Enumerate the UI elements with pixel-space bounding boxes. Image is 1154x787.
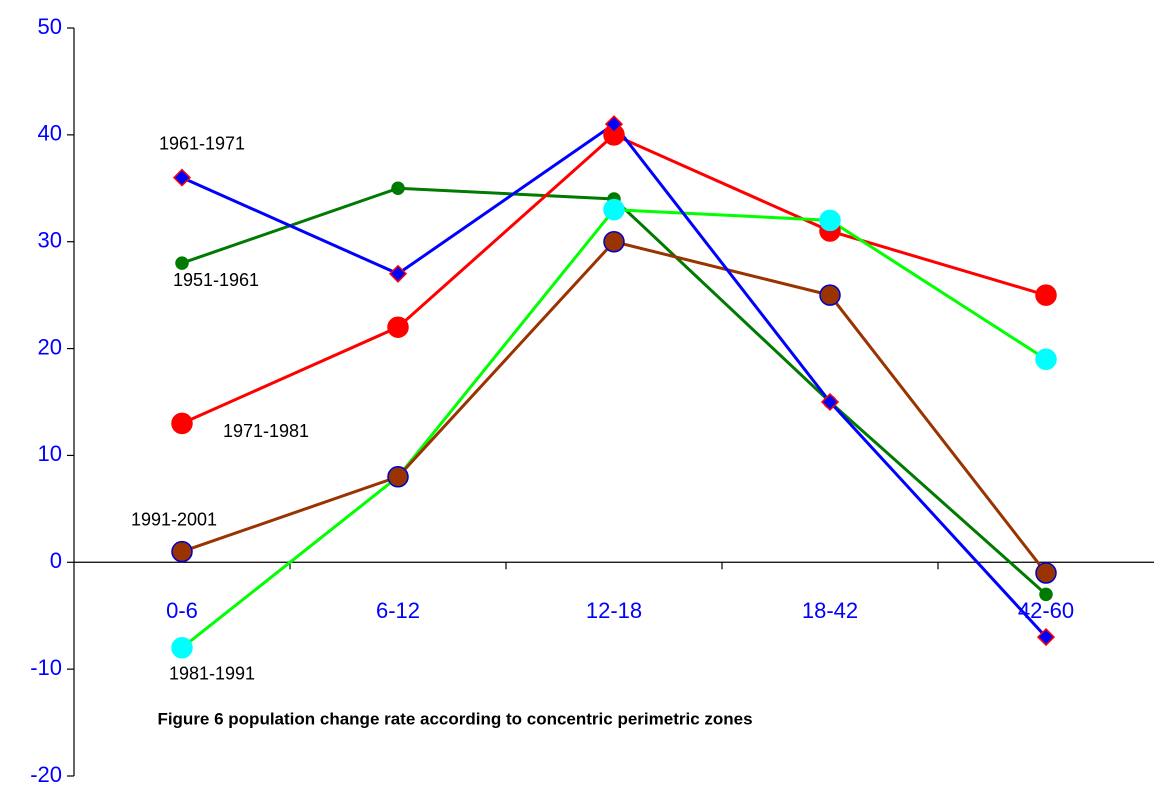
y-tick-label: 50: [38, 14, 62, 39]
y-tick-label: 30: [38, 228, 62, 253]
chart-caption: Figure 6 population change rate accordin…: [157, 709, 752, 728]
series-label: 1961-1971: [159, 133, 245, 153]
x-tick-label: 6-12: [376, 598, 420, 623]
series-label: 1981-1991: [169, 664, 255, 684]
data-point: [171, 412, 193, 435]
data-point: [1039, 587, 1053, 602]
data-point: [820, 392, 840, 412]
y-tick-label: 20: [38, 334, 62, 359]
data-point: [1035, 348, 1057, 371]
series-label: 1991-2001: [131, 509, 217, 529]
series-line: [181, 133, 1047, 425]
series-label: 1971-1981: [223, 421, 309, 441]
y-tick-label: 10: [38, 441, 62, 466]
series-line: [181, 240, 1048, 574]
x-tick-label: 18-42: [802, 598, 858, 623]
y-tick-label: 0: [50, 548, 62, 573]
series-label: 1951-1961: [173, 270, 259, 290]
data-point: [171, 540, 193, 563]
data-point: [171, 637, 193, 659]
data-point: [387, 466, 409, 488]
data-point: [819, 209, 841, 232]
x-tick-label: 0-6: [166, 598, 198, 623]
data-point: [1035, 562, 1057, 584]
data-point: [388, 264, 408, 283]
y-tick-label: -10: [30, 655, 62, 680]
data-point: [172, 168, 192, 187]
data-point: [603, 198, 625, 221]
data-point: [175, 256, 189, 270]
data-point: [387, 316, 409, 338]
y-tick-label: -20: [30, 762, 62, 787]
x-tick-label: 42-60: [1018, 598, 1074, 623]
y-tick-label: 40: [38, 121, 62, 146]
data-point: [1035, 284, 1057, 306]
data-point: [603, 230, 625, 253]
series-line: [181, 208, 1047, 649]
data-point: [604, 115, 624, 134]
x-tick-label: 12-18: [586, 598, 642, 623]
data-point: [391, 181, 405, 196]
data-point: [819, 284, 841, 306]
data-point: [1036, 628, 1056, 647]
